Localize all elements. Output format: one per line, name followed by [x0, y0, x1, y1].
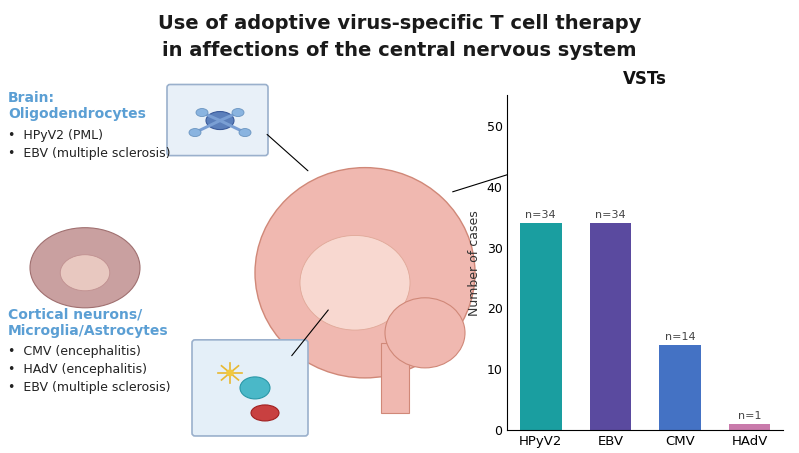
Bar — [729, 424, 770, 430]
Text: n=34: n=34 — [595, 210, 626, 220]
Ellipse shape — [385, 298, 465, 368]
FancyArrow shape — [201, 111, 221, 122]
Ellipse shape — [300, 236, 410, 330]
Text: Microglia/Astrocytes: Microglia/Astrocytes — [8, 324, 169, 338]
Ellipse shape — [255, 168, 475, 378]
Ellipse shape — [206, 111, 234, 130]
Ellipse shape — [232, 109, 244, 116]
Text: n=14: n=14 — [665, 332, 695, 342]
Text: •  EBV (multiple sclerosis): • EBV (multiple sclerosis) — [8, 381, 170, 394]
Text: •  EBV (multiple sclerosis): • EBV (multiple sclerosis) — [8, 147, 170, 159]
FancyBboxPatch shape — [192, 340, 308, 436]
Y-axis label: Number of cases: Number of cases — [468, 210, 481, 316]
Text: n=1: n=1 — [737, 411, 761, 421]
FancyArrow shape — [194, 119, 221, 134]
Ellipse shape — [30, 228, 140, 308]
Text: Use of adoptive virus-specific T cell therapy
in affections of the central nervo: Use of adoptive virus-specific T cell th… — [158, 14, 641, 60]
FancyBboxPatch shape — [167, 85, 268, 155]
Text: Brain:: Brain: — [8, 91, 55, 105]
Text: •  HPyV2 (PML): • HPyV2 (PML) — [8, 129, 103, 141]
Text: n=34: n=34 — [526, 210, 556, 220]
Text: •  HAdV (encephalitis): • HAdV (encephalitis) — [8, 363, 147, 376]
Ellipse shape — [239, 129, 251, 136]
Text: •  CMV (encephalitis): • CMV (encephalitis) — [8, 345, 141, 358]
Ellipse shape — [189, 129, 201, 136]
Bar — [590, 223, 631, 430]
Title: VSTs: VSTs — [623, 70, 667, 88]
Ellipse shape — [196, 109, 208, 116]
Text: Oligodendrocytes: Oligodendrocytes — [8, 106, 146, 120]
FancyArrow shape — [220, 111, 239, 122]
Bar — [659, 345, 701, 430]
Bar — [520, 223, 562, 430]
Text: Cortical neurons/: Cortical neurons/ — [8, 308, 142, 322]
FancyArrow shape — [381, 343, 409, 413]
Text: Meninges: Meninges — [530, 168, 606, 182]
Text: •  CMV: • CMV — [530, 185, 574, 198]
Ellipse shape — [226, 369, 234, 376]
Ellipse shape — [240, 377, 270, 399]
Ellipse shape — [251, 405, 279, 421]
Ellipse shape — [60, 255, 109, 291]
FancyArrow shape — [220, 119, 245, 134]
